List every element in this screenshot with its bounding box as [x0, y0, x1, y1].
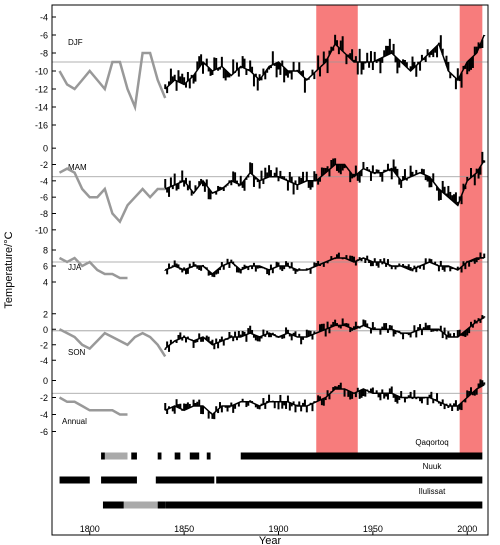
- data-segment: [157, 501, 166, 509]
- x-tick-label: 1900: [268, 524, 288, 534]
- y-tick-label: -8: [40, 49, 48, 59]
- y-tick-label: 4: [43, 278, 48, 288]
- series-line-2: [164, 316, 485, 350]
- data-segment: [102, 501, 124, 509]
- y-tick-label: -6: [40, 193, 48, 203]
- y-tick-label: -4: [40, 410, 48, 420]
- data-segment: [189, 452, 200, 460]
- panel-label: Annual: [62, 417, 87, 426]
- panel-son: 2 0 -2 -4 SON: [40, 309, 488, 366]
- series-line-2: [164, 384, 485, 416]
- y-tick-label: 8: [43, 246, 48, 256]
- station-ilulissat: Ilulissat: [102, 487, 483, 509]
- panel-mam: 0 -2 -4 -6 -8 -10 MAM: [35, 144, 488, 235]
- gray-segment: [104, 452, 128, 460]
- x-tick-label: 2000: [457, 524, 477, 534]
- data-segment: [157, 452, 162, 460]
- series-line-2: [164, 160, 485, 207]
- y-tick-label: -2: [40, 393, 48, 403]
- y-tick-label: -14: [35, 103, 48, 113]
- data-segment: [131, 452, 137, 460]
- y-tick-label: -10: [35, 225, 48, 235]
- y-tick-label: -8: [40, 209, 48, 219]
- y-tick-label: 2: [43, 309, 48, 319]
- x-axis: 1800 1850 1900 1950 2000: [80, 524, 477, 535]
- station-nuuk: Nuuk: [59, 462, 483, 484]
- y-tick-label: -4: [40, 176, 48, 186]
- series-line-1: [58, 328, 167, 358]
- gray-segment: [123, 501, 158, 509]
- y-tick-label: 0: [43, 325, 48, 335]
- seasonal-panels: -4 -6 -8 -10 -12 -14 -16 DJF 0 -2 -4 -6 -8 -10 MAM 8 6 4 J…: [35, 13, 488, 437]
- data-segment: [206, 452, 211, 460]
- y-tick-label: 0: [43, 376, 48, 386]
- series-line-2: [164, 257, 485, 275]
- x-tick-label: 1950: [363, 524, 383, 534]
- panel-label: MAM: [68, 163, 87, 172]
- station-name: Ilulissat: [419, 487, 446, 496]
- y-tick-label: -16: [35, 121, 48, 131]
- panel-label: SON: [68, 348, 86, 357]
- data-segment: [101, 452, 105, 460]
- x-axis-label: Year: [259, 535, 282, 545]
- data-segment: [155, 476, 215, 484]
- y-tick-label: -2: [40, 160, 48, 170]
- panel-label: JJA: [68, 263, 82, 272]
- panel-label: DJF: [68, 38, 83, 47]
- x-tick-label: 1800: [80, 524, 100, 534]
- y-tick-label: -4: [40, 356, 48, 366]
- y-tick-label: -4: [40, 13, 48, 23]
- continuous-segment: [240, 452, 483, 460]
- station-name: Nuuk: [423, 462, 443, 471]
- station-name: Qaqortoq: [415, 438, 448, 447]
- continuous-segment: [216, 476, 483, 484]
- panel-jja: 8 6 4 JJA: [43, 246, 488, 288]
- y-tick-label: -10: [35, 67, 48, 77]
- y-tick-label: -2: [40, 340, 48, 350]
- panel-djf: -4 -6 -8 -10 -12 -14 -16 DJF: [35, 13, 488, 131]
- y-tick-label: -6: [40, 427, 48, 437]
- shaded-period-2: [459, 5, 483, 453]
- x-tick-label: 1850: [174, 524, 194, 534]
- continuous-segment: [165, 501, 483, 509]
- data-segment: [101, 476, 137, 484]
- series-line-1: [58, 396, 128, 416]
- series-line-2: [164, 34, 485, 90]
- y-tick-label: 6: [43, 262, 48, 272]
- station-qaqortoq: Qaqortoq: [101, 438, 483, 460]
- y-axis-label: Temperature/°C: [3, 231, 15, 308]
- y-tick-label: -12: [35, 85, 48, 95]
- station-availability: Qaqortoq Nuuk Ilulissat: [59, 438, 483, 509]
- data-segment: [174, 452, 181, 460]
- shaded-period-1: [316, 5, 358, 453]
- y-tick-label: -6: [40, 31, 48, 41]
- panel-annual: 0 -2 -4 -6 Annual: [40, 376, 488, 437]
- y-tick-label: 0: [43, 144, 48, 154]
- series-line-1: [58, 167, 166, 224]
- shaded-periods: [316, 5, 483, 453]
- series-line-1: [58, 51, 167, 112]
- data-segment: [59, 476, 90, 484]
- plot-frame: [51, 4, 489, 536]
- series-line-1: [58, 256, 128, 280]
